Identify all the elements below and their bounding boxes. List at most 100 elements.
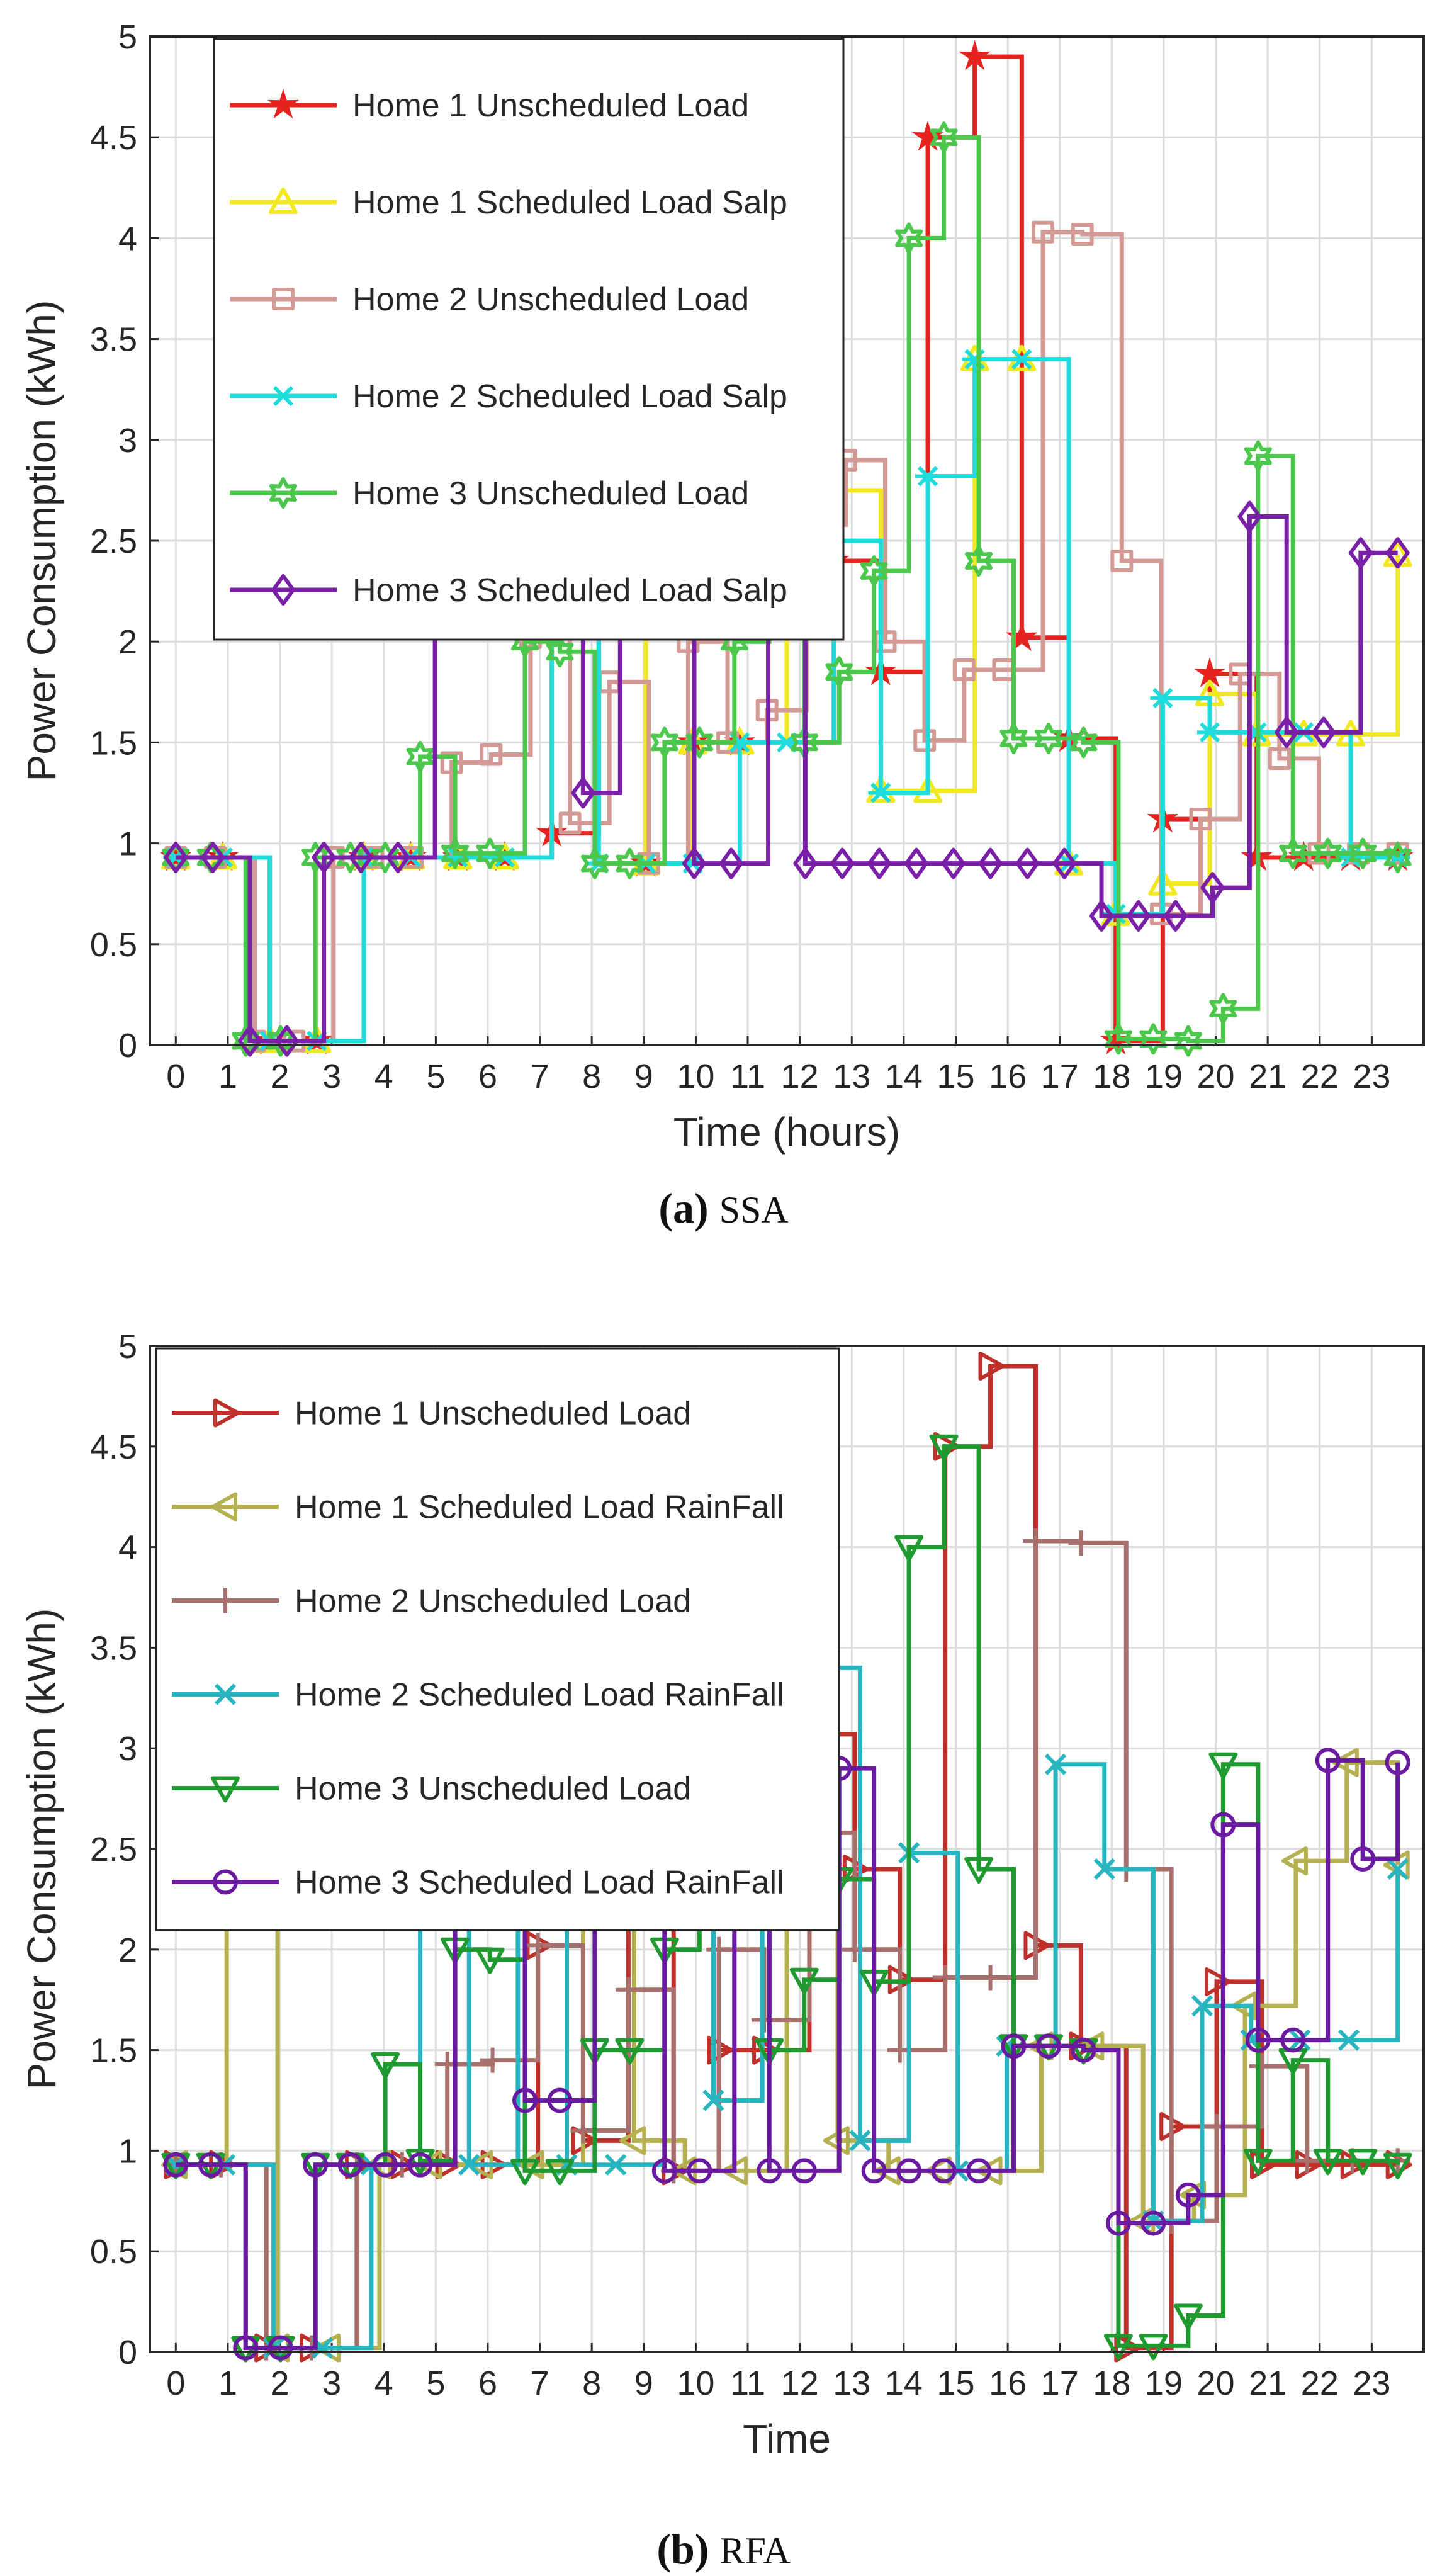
data-point bbox=[1163, 900, 1188, 932]
panel-b: 0 1 2 3 4 5 6 7 8 9 10 11 12 13 14 15 16 17 18 19 20 21 22 23 0 0… bbox=[0, 1297, 1447, 2573]
legend-entry: Home 2 Scheduled Load RainFall bbox=[172, 1677, 784, 1714]
data-point bbox=[349, 842, 373, 874]
data-point bbox=[913, 776, 943, 803]
data-point bbox=[1385, 1749, 1410, 1775]
data-point bbox=[312, 842, 336, 874]
legend-label: Home 2 Unscheduled Load bbox=[352, 281, 749, 318]
data-point bbox=[682, 847, 706, 879]
data-point bbox=[1089, 900, 1114, 932]
data-point bbox=[904, 847, 928, 879]
x-tick-label: 12 bbox=[781, 2364, 819, 2402]
data-point bbox=[1105, 2210, 1131, 2236]
caption-a-label: (a) bbox=[658, 1184, 709, 1232]
x-tick-label: 5 bbox=[426, 1058, 445, 1095]
x-tick-label: 16 bbox=[989, 1058, 1027, 1095]
data-point bbox=[789, 1967, 819, 1994]
x-tick-label: 4 bbox=[374, 1058, 393, 1095]
data-point bbox=[999, 722, 1028, 754]
legend-marker bbox=[271, 385, 296, 407]
data-point bbox=[615, 2038, 645, 2065]
data-point bbox=[198, 2152, 223, 2178]
data-point bbox=[1193, 657, 1226, 687]
data-point bbox=[1140, 2210, 1166, 2236]
x-tick-label: 16 bbox=[989, 2364, 1027, 2402]
legend-label: Home 1 Scheduled Load Salp bbox=[352, 184, 787, 221]
x-tick-label: 7 bbox=[531, 1058, 549, 1095]
data-point bbox=[1268, 747, 1291, 771]
y-tick-label: 0 bbox=[118, 2334, 137, 2371]
legend-label: Home 2 Scheduled Load RainFall bbox=[295, 1677, 784, 1714]
data-point bbox=[458, 2154, 480, 2176]
data-point bbox=[233, 2335, 259, 2361]
x-tick-label: 13 bbox=[833, 1058, 870, 1095]
legend-marker bbox=[269, 188, 298, 214]
data-point bbox=[1244, 440, 1272, 472]
data-point bbox=[1197, 722, 1223, 743]
x-tick-label: 17 bbox=[1041, 2364, 1079, 2402]
x-tick-label: 3 bbox=[322, 2364, 341, 2402]
x-tick-label: 8 bbox=[582, 1058, 601, 1095]
data-point bbox=[386, 842, 410, 874]
x-tick-label: 15 bbox=[937, 1058, 974, 1095]
y-tick-label: 5 bbox=[118, 18, 137, 56]
data-point bbox=[895, 222, 923, 254]
data-point bbox=[931, 2158, 957, 2184]
y-tick-label: 0.5 bbox=[90, 926, 137, 964]
x-tick-label: 14 bbox=[885, 1058, 923, 1095]
legend-marker bbox=[269, 477, 298, 509]
x-tick-label: 9 bbox=[634, 1058, 653, 1095]
x-tick-label: 19 bbox=[1145, 1058, 1183, 1095]
legend-entry: Home 1 Scheduled Load Salp bbox=[230, 184, 787, 221]
data-point bbox=[1015, 847, 1040, 879]
x-tick-label: 11 bbox=[730, 1058, 765, 1095]
data-point bbox=[406, 740, 434, 772]
y-tick-label: 0 bbox=[118, 1027, 137, 1065]
x-tick-label: 20 bbox=[1197, 1058, 1235, 1095]
y-tick-label: 1 bbox=[118, 2132, 137, 2170]
data-point bbox=[475, 1947, 505, 1974]
y-tick-label: 2 bbox=[118, 1931, 137, 1969]
data-point bbox=[978, 847, 1003, 879]
caption-a-name: SSA bbox=[719, 1189, 789, 1231]
legend-label: Home 1 Scheduled Load RainFall bbox=[295, 1489, 784, 1526]
data-point bbox=[842, 1936, 867, 1962]
data-point bbox=[267, 2335, 293, 2361]
data-point bbox=[930, 121, 958, 154]
data-point bbox=[702, 2089, 724, 2111]
data-point bbox=[512, 2087, 538, 2113]
data-point bbox=[547, 2087, 573, 2113]
data-point bbox=[237, 1025, 262, 1057]
data-point bbox=[1249, 2053, 1275, 2079]
x-tick-label: 9 bbox=[634, 2364, 653, 2402]
data-point bbox=[650, 726, 678, 759]
x-tick-label: 23 bbox=[1353, 2364, 1390, 2402]
data-point bbox=[1173, 2303, 1203, 2330]
data-point bbox=[911, 120, 944, 151]
data-point bbox=[163, 2152, 189, 2178]
legend-label: Home 2 Unscheduled Load bbox=[295, 1583, 691, 1620]
data-point bbox=[580, 847, 609, 879]
x-tick-label: 22 bbox=[1301, 1058, 1339, 1095]
series-line bbox=[176, 1665, 1400, 2351]
legend-entry: Home 1 Unscheduled Load bbox=[230, 88, 749, 124]
caption-a: (a) SSA bbox=[0, 1183, 1447, 1233]
y-axis-label: Power Consumption (kWh) bbox=[19, 1608, 64, 2090]
y-tick-label: 2 bbox=[118, 623, 137, 661]
x-tick-label: 18 bbox=[1093, 1058, 1130, 1095]
legend-label: Home 2 Scheduled Load Salp bbox=[352, 378, 787, 415]
y-tick-label: 1 bbox=[118, 825, 137, 863]
y-axis-label: Power Consumption (kWh) bbox=[19, 300, 64, 782]
data-point bbox=[1348, 2149, 1378, 2176]
x-tick-label: 0 bbox=[166, 2364, 185, 2402]
y-tick-label: 5 bbox=[118, 1328, 137, 1365]
data-point bbox=[1069, 726, 1098, 759]
y-tick-label: 4.5 bbox=[90, 1428, 137, 1466]
data-point bbox=[978, 1351, 1005, 1381]
legend-entry: Home 3 Unscheduled Load bbox=[230, 475, 749, 512]
legend-marker bbox=[213, 1869, 238, 1895]
data-point bbox=[336, 842, 364, 874]
series-line bbox=[176, 357, 1398, 1044]
axes-box bbox=[149, 35, 1425, 1046]
data-point bbox=[1068, 1530, 1094, 1556]
data-point bbox=[757, 2158, 782, 2184]
